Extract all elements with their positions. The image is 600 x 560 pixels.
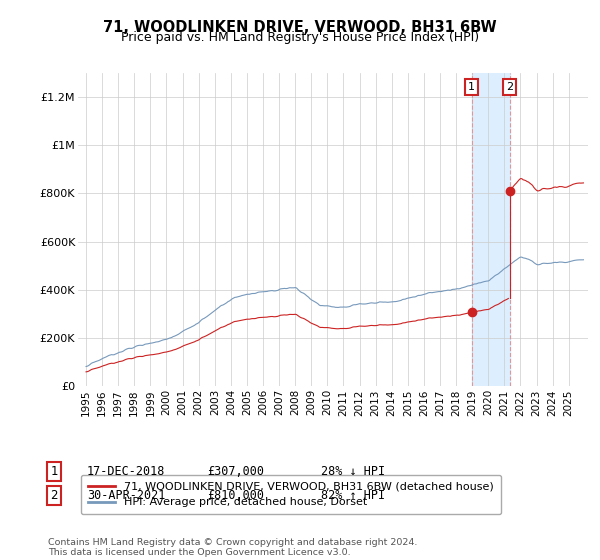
Legend: 71, WOODLINKEN DRIVE, VERWOOD, BH31 6BW (detached house), HPI: Average price, de: 71, WOODLINKEN DRIVE, VERWOOD, BH31 6BW … bbox=[81, 475, 501, 514]
Text: 30-APR-2021: 30-APR-2021 bbox=[87, 489, 166, 502]
Bar bbox=[472, 73, 509, 386]
Text: £810,000: £810,000 bbox=[207, 489, 264, 502]
Text: £307,000: £307,000 bbox=[207, 465, 264, 478]
Text: Price paid vs. HM Land Registry's House Price Index (HPI): Price paid vs. HM Land Registry's House … bbox=[121, 31, 479, 44]
Text: 1: 1 bbox=[50, 465, 58, 478]
Text: 82% ↑ HPI: 82% ↑ HPI bbox=[321, 489, 385, 502]
Text: 28% ↓ HPI: 28% ↓ HPI bbox=[321, 465, 385, 478]
Text: 2: 2 bbox=[506, 82, 513, 92]
Text: Contains HM Land Registry data © Crown copyright and database right 2024.
This d: Contains HM Land Registry data © Crown c… bbox=[48, 538, 418, 557]
Text: 71, WOODLINKEN DRIVE, VERWOOD, BH31 6BW: 71, WOODLINKEN DRIVE, VERWOOD, BH31 6BW bbox=[103, 20, 497, 35]
Text: 1: 1 bbox=[468, 82, 475, 92]
Text: 2: 2 bbox=[50, 489, 58, 502]
Text: 17-DEC-2018: 17-DEC-2018 bbox=[87, 465, 166, 478]
